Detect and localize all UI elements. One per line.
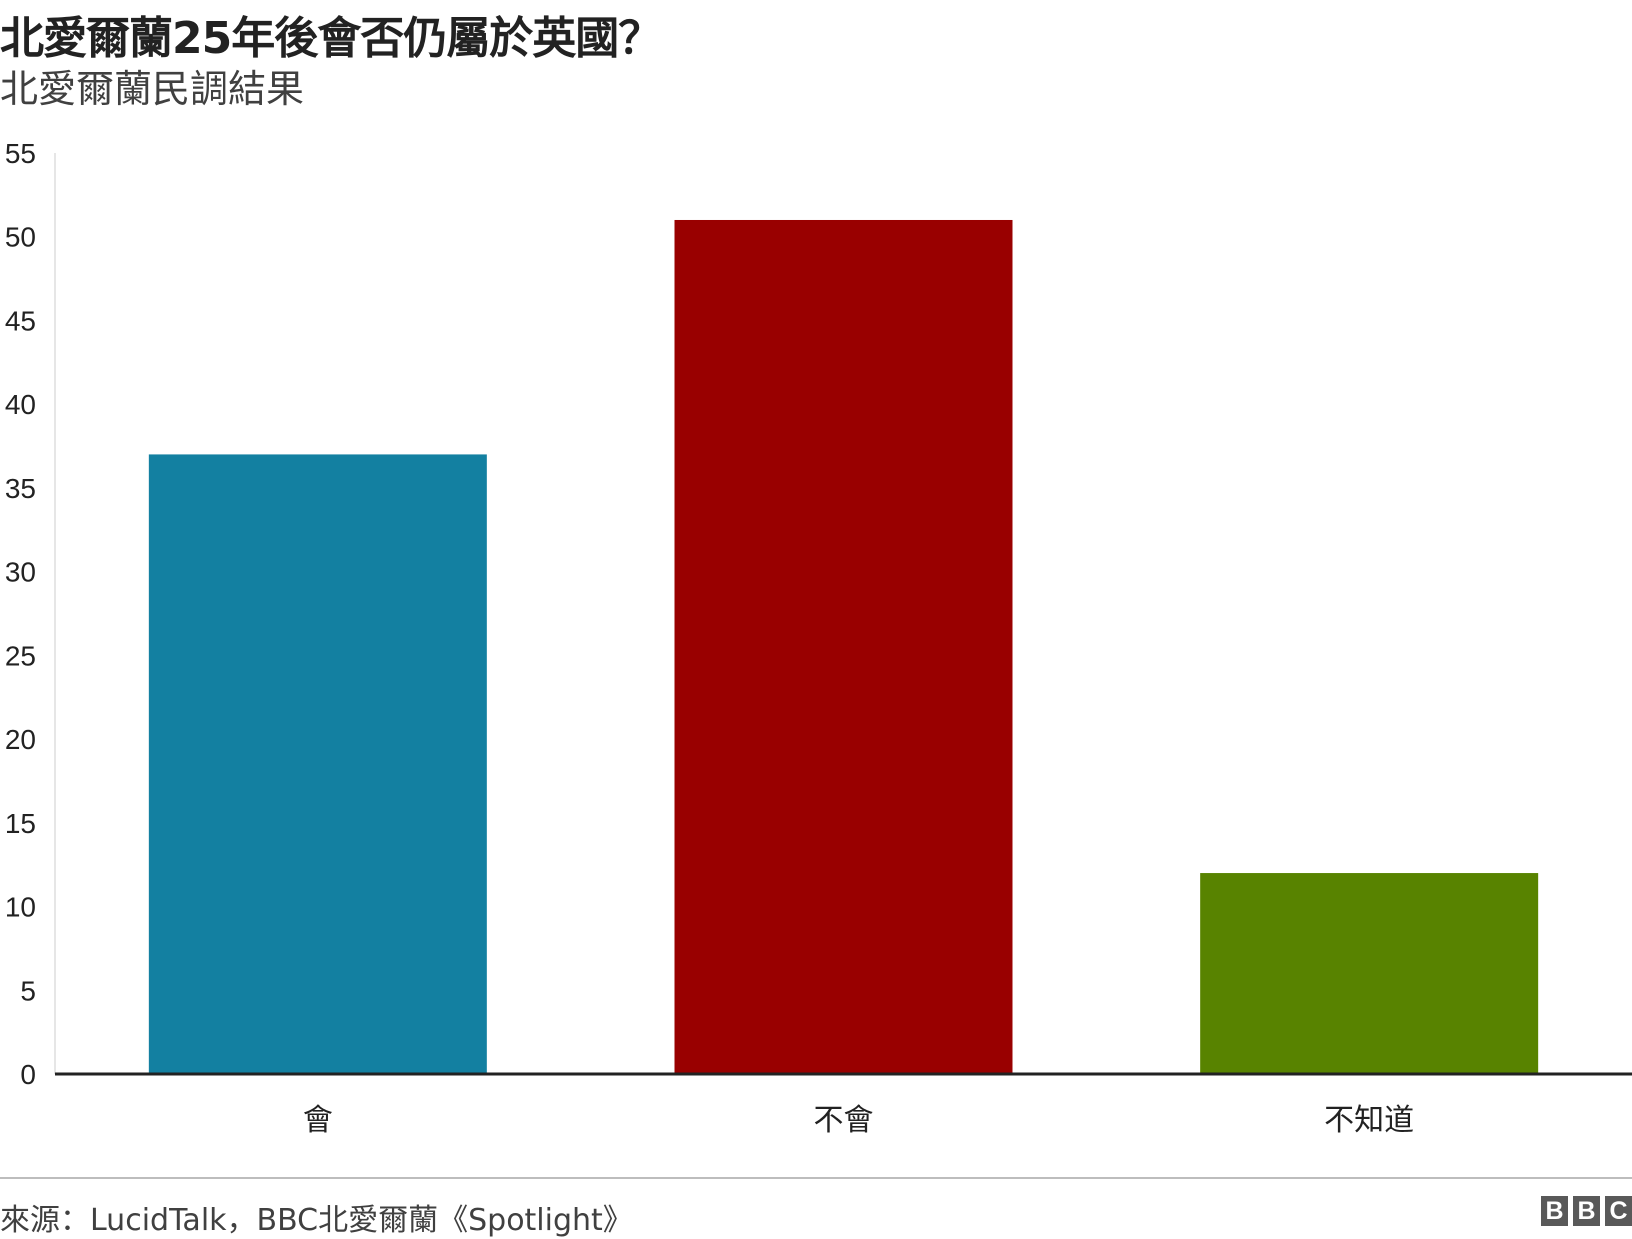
- bbc-logo-letter: B: [1573, 1196, 1600, 1226]
- bar: [674, 219, 1013, 1074]
- x-category-label: 不會: [814, 1103, 874, 1138]
- bbc-logo-letter: C: [1605, 1196, 1632, 1226]
- chart-subtitle: 北愛爾蘭民調結果: [0, 67, 305, 111]
- chart-title: 北愛爾蘭25年後會否仍屬於英國？: [0, 13, 662, 64]
- y-tick-label: 0: [20, 1059, 36, 1090]
- bar: [1200, 873, 1539, 1074]
- bbc-logo-letter: B: [1541, 1196, 1568, 1226]
- source-note: 來源：LucidTalk，BBC北愛爾蘭《Spotlight》: [0, 1203, 633, 1238]
- x-axis-labels: 會 不會 不知道: [303, 1103, 1414, 1138]
- x-category-label: 會: [303, 1103, 333, 1138]
- y-tick-label: 35: [5, 473, 36, 504]
- y-tick-label: 30: [5, 557, 36, 588]
- y-tick-label: 10: [5, 892, 36, 923]
- bars: [148, 219, 1539, 1074]
- y-tick-label: 5: [20, 975, 36, 1006]
- y-axis-ticks: 0 5 10 15 20 25 30 35 40 45 50 55: [5, 138, 36, 1090]
- y-tick-label: 15: [5, 808, 36, 839]
- x-category-label: 不知道: [1324, 1103, 1414, 1138]
- bbc-logo: B B C: [1541, 1196, 1632, 1226]
- footer-divider: [0, 1177, 1632, 1179]
- y-tick-label: 50: [5, 222, 36, 253]
- bar-chart: 0 5 10 15 20 25 30 35 40 45 50 55 會 不會 不知道: [5, 138, 1632, 1138]
- y-tick-label: 55: [5, 138, 36, 169]
- y-tick-label: 45: [5, 305, 36, 336]
- y-tick-label: 40: [5, 389, 36, 420]
- y-tick-label: 20: [5, 724, 36, 755]
- bar: [148, 454, 487, 1074]
- y-tick-label: 25: [5, 640, 36, 671]
